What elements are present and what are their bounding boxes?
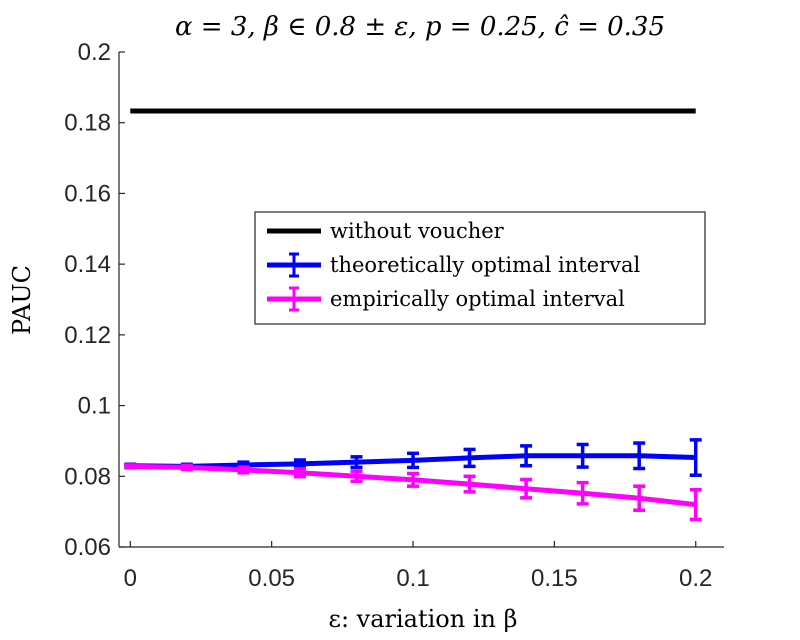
- error-bar: [463, 474, 476, 494]
- legend-label: empirically optimal interval: [330, 287, 625, 311]
- legend-label: theoretically optimal interval: [330, 253, 641, 277]
- error-bar: [576, 480, 589, 506]
- error-bar: [180, 463, 193, 472]
- error-bar: [350, 455, 363, 470]
- error-bar: [350, 469, 363, 483]
- x-axis-label: ε: variation in β: [329, 605, 518, 633]
- error-bar: [407, 451, 420, 470]
- x-tick-label: 0.2: [679, 565, 712, 592]
- error-bar: [237, 465, 250, 475]
- x-tick-label: 0: [124, 565, 137, 592]
- y-tick-label: 0.06: [64, 534, 111, 561]
- error-bar: [576, 442, 589, 469]
- x-tick-label: 0.15: [531, 565, 578, 592]
- y-tick-label: 0.1: [78, 393, 111, 420]
- y-tick-label: 0.16: [64, 180, 111, 207]
- error-bar: [463, 447, 476, 469]
- legend-label: without voucher: [330, 219, 505, 243]
- legend-box: [254, 211, 706, 325]
- error-bar: [520, 444, 533, 468]
- y-tick-label: 0.12: [64, 322, 111, 349]
- series-2: [124, 463, 702, 522]
- error-bar: [689, 487, 702, 522]
- error-bar: [633, 484, 646, 512]
- error-bar: [293, 467, 306, 479]
- legend: without voucher theoretically optimal int…: [254, 211, 706, 325]
- legend-item: empirically optimal interval: [267, 286, 625, 312]
- x-tick-label: 0.05: [248, 565, 295, 592]
- x-tick-label: 0.1: [396, 565, 429, 592]
- plot-area: 0.06 0.08 0.1 0.12 0.14 0.16 0.18 0.2 0 0.05 0.1 0.…: [64, 39, 724, 592]
- chart-title: α = 3, β ∈ 0.8 ± ε, p = 0.25, ĉ = 0.35: [175, 12, 665, 42]
- y-tick-label: 0.2: [78, 39, 111, 66]
- error-bar: [407, 471, 420, 488]
- error-bar: [633, 441, 646, 471]
- y-tick-label: 0.14: [64, 251, 111, 278]
- y-tick-label: 0.18: [64, 110, 111, 137]
- y-axis-label: PAUC: [8, 265, 36, 335]
- error-bar: [124, 463, 137, 470]
- error-bar: [520, 477, 533, 500]
- legend-item: theoretically optimal interval: [267, 252, 641, 278]
- y-tick-label: 0.08: [64, 463, 111, 490]
- error-bar: [689, 438, 702, 477]
- legend-item: without voucher: [267, 219, 505, 243]
